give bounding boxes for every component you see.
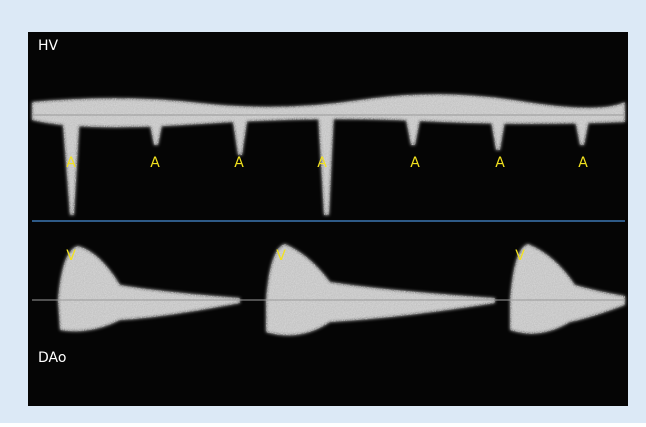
marker: A [234, 155, 244, 171]
marker: A [578, 155, 588, 171]
marker: A [317, 155, 327, 171]
marker: V [515, 248, 525, 264]
panel-label: DAo [38, 350, 66, 366]
doppler-image [28, 32, 628, 406]
marker: V [276, 248, 286, 264]
marker: A [150, 155, 160, 171]
marker: A [410, 155, 420, 171]
doppler-figure: HV A A A A A A A DAo V V V [0, 0, 646, 423]
marker: A [66, 155, 76, 171]
panel-label: HV [38, 38, 59, 54]
marker: V [66, 248, 76, 264]
marker: A [495, 155, 505, 171]
